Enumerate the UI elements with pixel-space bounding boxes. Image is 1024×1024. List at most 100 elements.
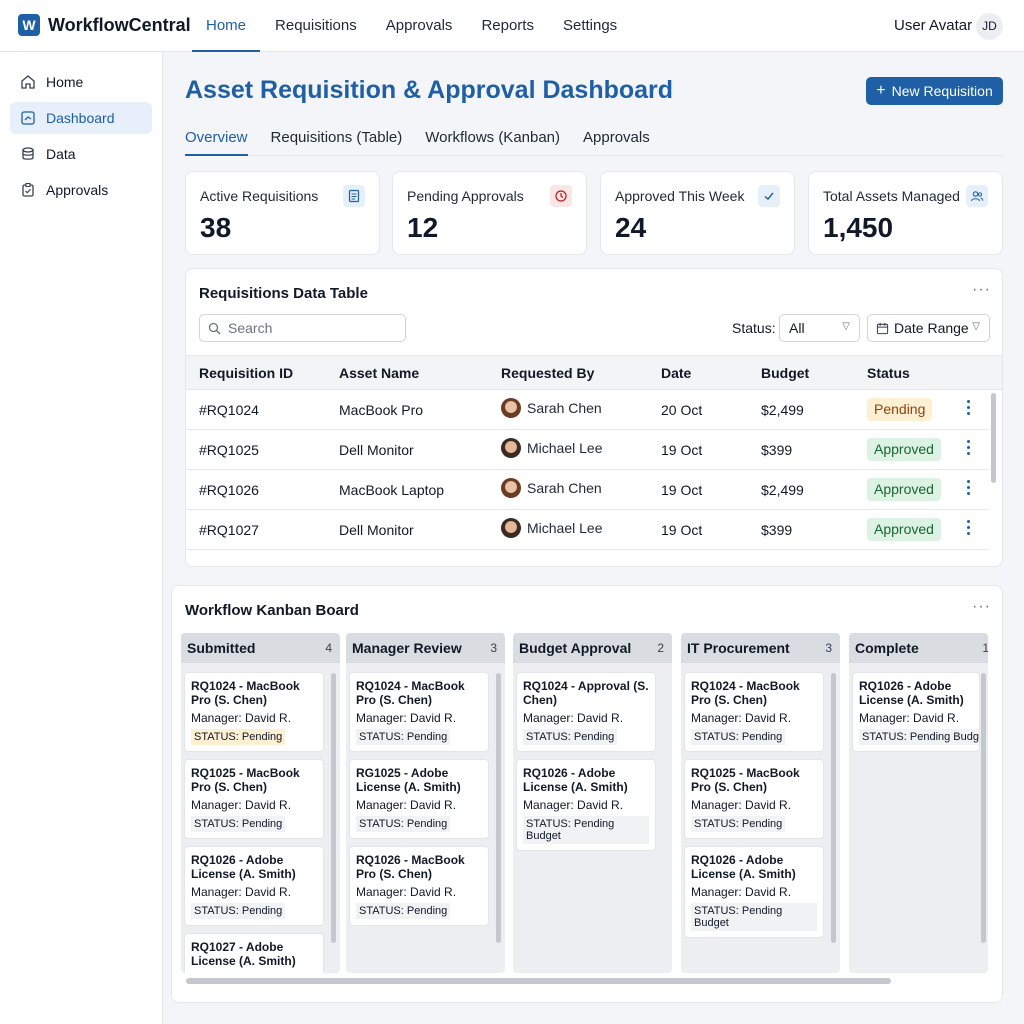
- row-actions-icon[interactable]: [967, 400, 971, 416]
- status-select[interactable]: All ▽: [779, 314, 860, 342]
- new-requisition-button[interactable]: + New Requisition: [866, 77, 1003, 105]
- cell-requested-by: Michael Lee: [501, 518, 603, 538]
- users-icon: [966, 185, 988, 207]
- kanban-card[interactable]: RQ1024 - MacBook Pro (S. Chen) Manager: …: [349, 672, 489, 752]
- nav-approvals[interactable]: Approvals: [385, 17, 453, 34]
- status-badge: Approved: [867, 478, 941, 501]
- kanban-card[interactable]: RQ1026 - Adobe License (A. Smith) Manage…: [684, 846, 824, 938]
- table-row[interactable]: #RQ1027 Dell Monitor Michael Lee 19 Oct …: [186, 510, 989, 550]
- tab-requisitions-table[interactable]: Requisitions (Table): [270, 129, 403, 146]
- card-manager: Manager: David R.: [691, 798, 792, 812]
- row-actions-icon[interactable]: [967, 440, 971, 456]
- sidebar-item-home[interactable]: Home: [10, 66, 152, 98]
- stat-card-approved-this-week[interactable]: Approved This Week 24: [600, 171, 795, 255]
- cell-asset-name: MacBook Pro: [339, 402, 424, 418]
- cell-date: 19 Oct: [661, 482, 703, 498]
- status-badge: Approved: [867, 438, 941, 461]
- column-header-date[interactable]: Date: [661, 365, 692, 381]
- stat-card-total-assets[interactable]: Total Assets Managed 1,450: [808, 171, 1003, 255]
- table-row[interactable]: #RQ1024 MacBook Pro Sarah Chen 20 Oct $2…: [186, 390, 989, 430]
- tab-bar: Overview Requisitions (Table) Workflows …: [185, 120, 1003, 156]
- search-icon: [208, 322, 221, 334]
- tab-overview[interactable]: Overview: [185, 120, 248, 156]
- date-range-select[interactable]: Date Range ▽: [867, 314, 990, 342]
- cell-asset-name: MacBook Laptop: [339, 482, 445, 498]
- cell-budget: $2,499: [761, 482, 804, 498]
- nav-reports[interactable]: Reports: [481, 17, 534, 34]
- column-header-requisition-id[interactable]: Requisition ID: [199, 365, 294, 381]
- sidebar-item-data[interactable]: Data: [10, 138, 152, 170]
- card-manager: Manager: David R.: [523, 711, 624, 725]
- cell-requisition-id: #RQ1027: [199, 522, 259, 538]
- kanban-card[interactable]: RQ1024 - MacBook Pro (S. Chen) Manager: …: [184, 672, 324, 752]
- main-nav: Home Requisitions Approvals Reports Sett…: [192, 0, 632, 52]
- tab-approvals[interactable]: Approvals: [583, 129, 650, 146]
- sidebar-item-approvals[interactable]: Approvals: [10, 174, 152, 206]
- card-status: STATUS: Pending Budget: [859, 729, 979, 745]
- kanban-card[interactable]: RQ1026 - Adobe License (A. Smith) Manage…: [516, 759, 656, 851]
- requester-name: Sarah Chen: [527, 400, 602, 416]
- kanban-column-submitted: Submitted 4 RQ1024 - MacBook Pro (S. Che…: [181, 633, 340, 973]
- kanban-card[interactable]: RQ1025 - MacBook Pro (S. Chen) Manager: …: [684, 759, 824, 839]
- column-scrollbar[interactable]: [831, 673, 836, 943]
- more-options-icon[interactable]: ···: [972, 281, 991, 298]
- kanban-card[interactable]: RQ1026 - Adobe License (A. Smith) Manage…: [852, 672, 980, 752]
- card-manager: Manager: David R.: [356, 798, 457, 812]
- table-row[interactable]: #RQ1026 MacBook Laptop Sarah Chen 19 Oct…: [186, 470, 989, 510]
- app-logo[interactable]: W: [18, 14, 40, 36]
- nav-requisitions[interactable]: Requisitions: [275, 17, 357, 34]
- cell-asset-name: Dell Monitor: [339, 522, 414, 538]
- column-scrollbar[interactable]: [981, 673, 986, 943]
- cell-date: 19 Oct: [661, 442, 703, 458]
- cell-budget: $399: [761, 522, 793, 538]
- stat-value: 38: [200, 212, 232, 243]
- sidebar: Home Dashboard Data Approvals: [0, 52, 163, 1024]
- column-header-requested-by[interactable]: Requested By: [501, 365, 595, 381]
- cell-budget: $2,499: [761, 402, 804, 418]
- requester-name: Michael Lee: [527, 440, 603, 456]
- column-header-status[interactable]: Status: [867, 365, 910, 381]
- kanban-card[interactable]: RQ1024 - MacBook Pro (S. Chen) Manager: …: [684, 672, 824, 752]
- row-actions-icon[interactable]: [967, 480, 971, 496]
- column-header-asset-name[interactable]: Asset Name: [339, 365, 420, 381]
- check-icon: [758, 185, 780, 207]
- kanban-card[interactable]: RQ1026 - Adobe License (A. Smith) Manage…: [184, 846, 324, 926]
- cell-date: 20 Oct: [661, 402, 703, 418]
- card-title: RQ1025 - MacBook Pro (S. Chen): [191, 766, 300, 794]
- sidebar-item-label: Home: [46, 74, 84, 90]
- avatar[interactable]: JD: [976, 13, 1003, 40]
- nav-home[interactable]: Home: [192, 0, 261, 52]
- nav-settings[interactable]: Settings: [562, 17, 618, 34]
- column-header-budget[interactable]: Budget: [761, 365, 810, 381]
- table-row[interactable]: #RQ1025 Dell Monitor Michael Lee 19 Oct …: [186, 430, 989, 470]
- row-actions-icon[interactable]: [967, 520, 971, 536]
- kanban-card[interactable]: RQ1026 - MacBook Pro (S. Chen) Manager: …: [349, 846, 489, 926]
- column-scrollbar[interactable]: [331, 673, 336, 943]
- kanban-column-header: IT Procurement 3: [681, 633, 840, 663]
- user-label[interactable]: User Avatar: [894, 17, 973, 34]
- kanban-card[interactable]: RQ1025 - MacBook Pro (S. Chen) Manager: …: [184, 759, 324, 839]
- stat-card-pending-approvals[interactable]: Pending Approvals 12: [392, 171, 587, 255]
- stat-label: Total Assets Managed: [823, 188, 960, 204]
- table-header: Requisition ID Asset Name Requested By D…: [186, 355, 1002, 390]
- page-title: Asset Requisition & Approval Dashboard: [185, 76, 674, 104]
- kanban-card[interactable]: RQ1027 - Adobe License (A. Smith): [184, 933, 324, 973]
- kanban-column-manager-review: Manager Review 3 RQ1024 - MacBook Pro (S…: [346, 633, 505, 973]
- date-range-label: Date Range: [894, 320, 969, 336]
- tab-workflows-kanban[interactable]: Workflows (Kanban): [425, 129, 561, 146]
- table-scrollbar[interactable]: [991, 393, 996, 483]
- sidebar-item-label: Data: [46, 146, 76, 162]
- stat-card-active-requisitions[interactable]: Active Requisitions 38: [185, 171, 380, 255]
- kanban-horizontal-scrollbar[interactable]: [186, 978, 891, 984]
- requester-name: Michael Lee: [527, 520, 603, 536]
- column-scrollbar[interactable]: [496, 673, 501, 943]
- app-name: WorkflowCentral: [48, 15, 191, 35]
- kanban-card[interactable]: RG1025 - Adobe License (A. Smith) Manage…: [349, 759, 489, 839]
- column-count: 2: [657, 641, 664, 655]
- search-input[interactable]: Search: [199, 314, 406, 342]
- status-filter-label: Status:: [732, 320, 776, 336]
- more-options-icon[interactable]: ···: [972, 598, 991, 615]
- card-status: STATUS: Pending: [691, 816, 786, 832]
- kanban-card[interactable]: RQ1024 - Approval (S. Chen) Manager: Dav…: [516, 672, 656, 752]
- sidebar-item-dashboard[interactable]: Dashboard: [10, 102, 152, 134]
